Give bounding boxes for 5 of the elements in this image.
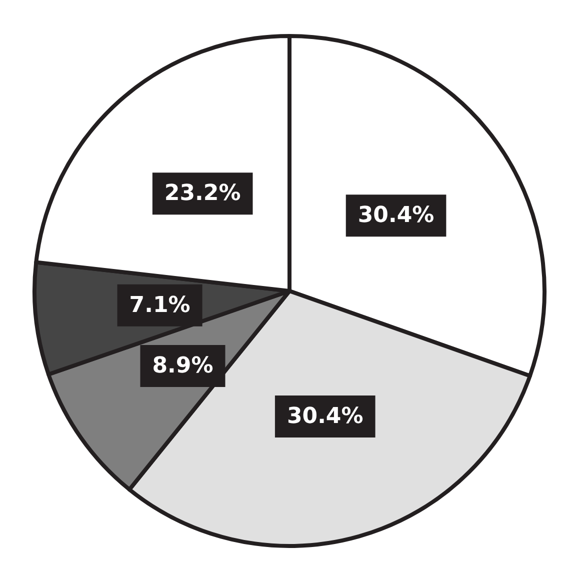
data-label: 30.4%: [286, 404, 364, 430]
data-label: 30.4%: [358, 203, 434, 228]
data-label: 23.2%: [164, 181, 241, 206]
data-label: 7.1%: [129, 292, 190, 318]
data-label: 8.9%: [152, 354, 214, 379]
